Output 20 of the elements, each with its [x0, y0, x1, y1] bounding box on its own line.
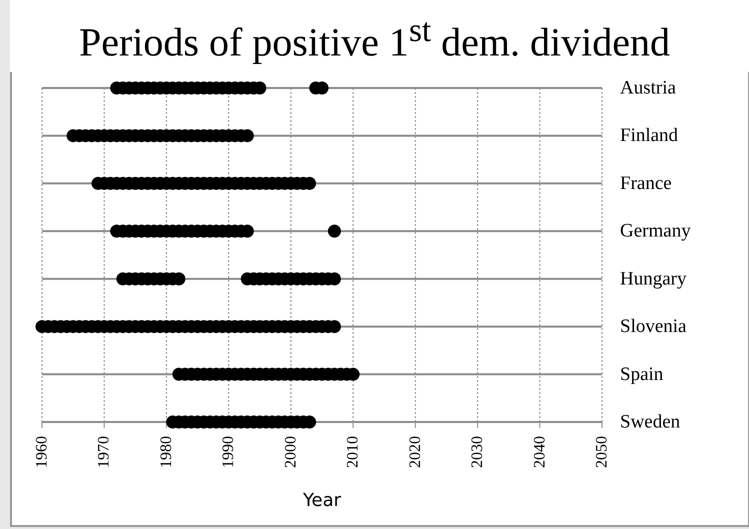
- x-tick-label: 2050: [594, 436, 610, 468]
- y-tick-label: Hungary: [620, 268, 687, 290]
- x-tick-label: 1990: [220, 436, 238, 468]
- x-tick-label: 2010: [344, 436, 362, 468]
- x-tick-label: 1970: [96, 436, 113, 468]
- x-tick-label: 2040: [531, 436, 548, 468]
- y-tick-label: France: [620, 172, 672, 194]
- x-axis-title: Year: [302, 490, 342, 511]
- x-tick-label: 1960: [34, 436, 50, 468]
- y-tick-label: Sweden: [620, 412, 681, 432]
- x-tick-label: 2020: [406, 436, 424, 468]
- chart-title: Periods of positive 1$^{st}$ dem. dividend: [78, 11, 672, 66]
- x-tick-label: 1980: [158, 436, 175, 468]
- y-tick-label: Finland: [620, 125, 679, 146]
- x-tick-label: 2000: [282, 436, 300, 468]
- x-tick-label: 2030: [469, 436, 486, 468]
- y-tick-label: Spain: [620, 364, 664, 385]
- y-tick-label: Austria: [620, 78, 676, 98]
- y-tick-label: Slovenia: [620, 316, 688, 338]
- y-tick-label: Germany: [620, 220, 692, 242]
